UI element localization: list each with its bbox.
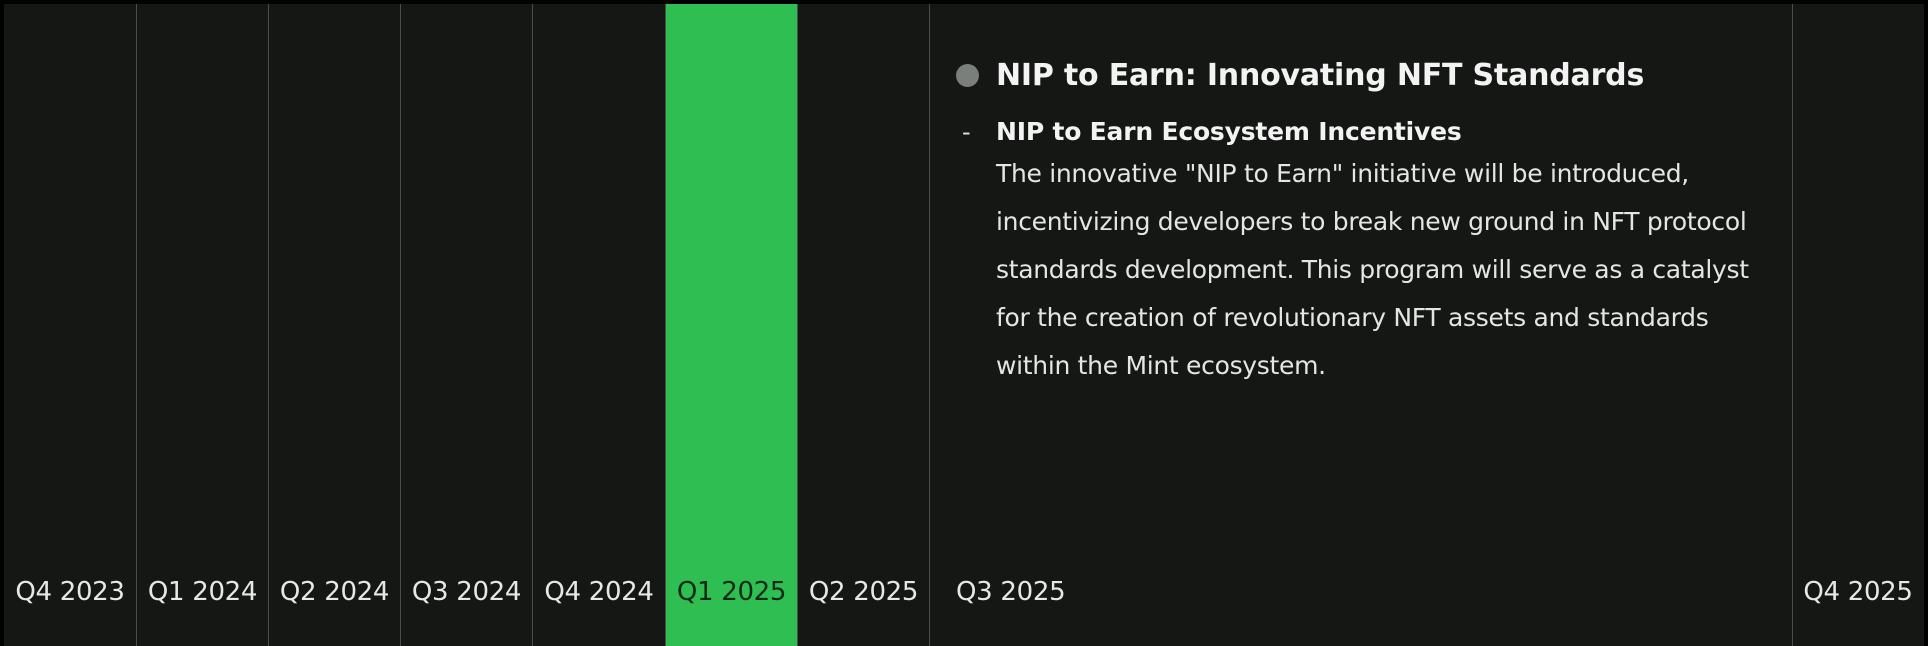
quarter-label: Q4 2024 [544,577,654,607]
milestone-title-row: NIP to Earn: Innovating NFT Standards [956,58,1776,93]
quarter-column-q2-2025[interactable]: Q2 2025 [797,4,929,646]
quarter-label: Q1 2024 [147,577,258,607]
quarter-label: Q4 2025 [1803,577,1913,607]
quarter-column-q1-2025-active[interactable]: Q1 2025 [665,4,797,646]
quarter-label: Q3 2024 [411,577,522,607]
milestone-item-heading: NIP to Earn Ecosystem Incentives [996,117,1462,146]
milestone-panel: NIP to Earn: Innovating NFT Standards - … [956,58,1776,390]
status-dot-icon [956,64,979,87]
milestone-item-body: NIP to Earn Ecosystem Incentives The inn… [996,115,1786,390]
quarter-column-q4-2023[interactable]: Q4 2023 [4,4,136,646]
quarter-label: Q2 2024 [279,577,390,607]
quarter-label: Q3 2025 [956,577,1066,607]
quarter-label: Q2 2025 [808,577,919,607]
quarter-column-q2-2024[interactable]: Q2 2024 [268,4,400,646]
quarter-column-q3-2024[interactable]: Q3 2024 [400,4,532,646]
quarter-column-q4-2024[interactable]: Q4 2024 [532,4,665,646]
milestone-item-description: The innovative "NIP to Earn" initiative … [996,159,1749,380]
roadmap-timeline: Q4 2023 Q1 2024 Q2 2024 Q3 2024 Q4 2024 … [4,4,1924,646]
quarter-column-q1-2024[interactable]: Q1 2024 [136,4,268,646]
quarter-label: Q1 2025 [676,577,787,607]
milestone-item: - NIP to Earn Ecosystem Incentives The i… [956,115,1776,390]
quarter-column-q4-2025[interactable]: Q4 2025 [1792,4,1923,646]
list-dash-icon: - [962,118,971,146]
milestone-title: NIP to Earn: Innovating NFT Standards [996,58,1645,93]
quarter-column-q3-2025-expanded[interactable]: NIP to Earn: Innovating NFT Standards - … [929,4,1792,646]
quarter-label: Q4 2023 [15,577,125,607]
